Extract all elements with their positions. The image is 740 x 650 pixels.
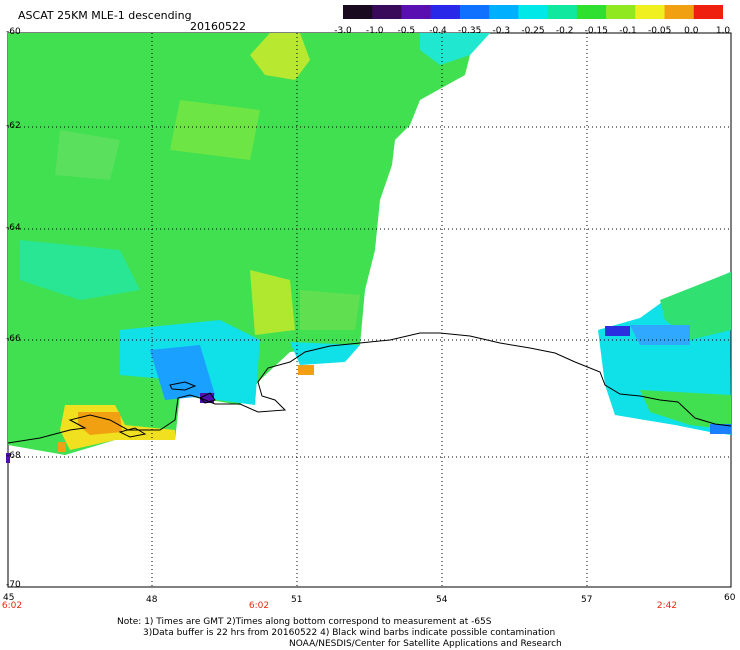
note-line-1: Note: 1) Times are GMT 2)Times along bot… [117,617,492,627]
product-title: ASCAT 25KM MLE-1 descending [18,9,192,22]
colorbar-cell [547,5,578,19]
lat-label-70: -70 [6,580,21,590]
lon-label-60: 60 [724,593,736,603]
edge-marker [6,453,10,463]
lat-label-64: -64 [6,223,21,233]
time-label-left: 6:02 [1,601,23,611]
graticule [8,33,731,587]
colorbar-tick-label: -0.05 [648,26,672,36]
colorbar-cell [576,5,607,19]
lon-label-57: 57 [581,595,593,605]
colorbar-tick-label: -0.15 [584,26,608,36]
colorbar-tick-label: -0.4 [429,26,447,36]
colorbar-tick-label: -0.5 [397,26,416,36]
lat-label-62: -62 [6,121,21,131]
colorbar-tick-label: 0.0 [684,26,699,36]
lon-label-51: 51 [291,595,303,605]
colorbar-cell [693,5,723,19]
colorbar-tick-label: -1.0 [365,26,384,36]
lat-label-68: -68 [6,451,21,461]
colorbar-cell [664,5,695,19]
lon-label-54: 54 [436,595,448,605]
colorbar-cell [459,5,490,19]
time-label-right: 2:42 [656,601,678,611]
lat-label-60: -60 [6,27,21,37]
lat-label-66: -66 [6,334,21,344]
colorbar-cell [606,5,636,19]
colorbar-tick-label: -0.1 [619,26,637,36]
colorbar-cell [489,5,519,19]
coastline [7,332,732,444]
colorbar-cell [518,5,549,19]
colorbar-cell [430,5,461,19]
product-date: 20160522 [190,20,246,33]
colorbar-cell [635,5,666,19]
lon-label-48: 48 [146,595,158,605]
lon-label-45: 45 [3,593,15,603]
colorbar-tick-label: -0.25 [521,26,545,36]
colorbar-tick-label: -0.35 [458,26,482,36]
colorbar-cell [372,5,402,19]
west-swath [8,33,490,455]
colorbar-tick-label: -0.3 [492,26,511,36]
time-label-mid: 6:02 [248,601,270,611]
colorbar-cell [401,5,432,19]
colorbar-tick-label: 1.0 [715,26,731,36]
colorbar-tick-label: -3.0 [334,26,352,36]
east-swath [598,272,731,435]
colorbar [343,5,723,19]
note-line-3: NOAA/NESDIS/Center for Satellite Applica… [289,639,562,649]
colorbar-cell [343,5,373,19]
colorbar-tick-label: -0.2 [555,26,574,36]
note-line-2: 3)Data buffer is 22 hrs from 20160522 4)… [143,628,556,638]
